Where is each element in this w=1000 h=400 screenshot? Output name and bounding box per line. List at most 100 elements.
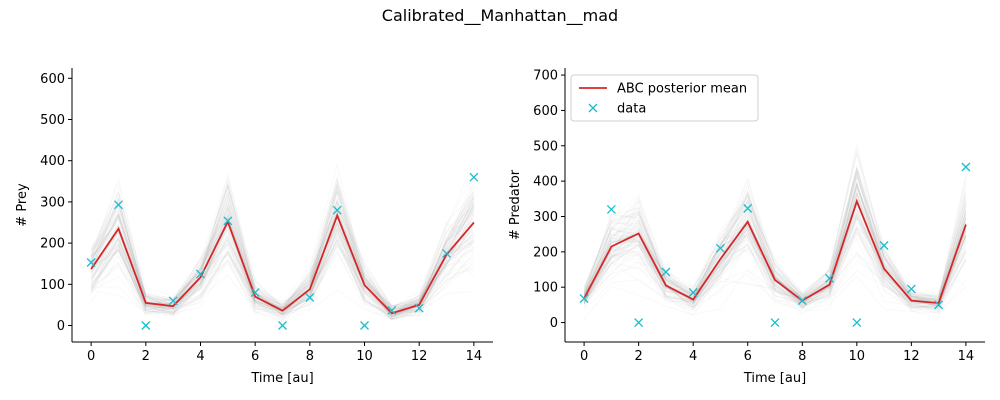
trajectory-line: [583, 203, 967, 309]
panel-2: 0 2 4 6 8 10 12 14 0 100 200 300 400 500 600 700 Time [a…: [508, 68, 985, 386]
trajectory-line: [583, 181, 967, 298]
x-tick-label: 8: [306, 349, 314, 364]
trajectory-line: [583, 196, 967, 307]
trajectory-line: [90, 251, 475, 323]
data-markers: [579, 162, 971, 328]
data-point: [278, 321, 287, 330]
y-tick-label: 0: [550, 316, 558, 331]
posterior-trajectories: [583, 144, 967, 320]
data-point: [196, 269, 205, 279]
trajectory-line: [583, 170, 967, 304]
x-tick-label: 12: [411, 349, 428, 364]
trajectory-line: [583, 168, 967, 304]
trajectory-line: [90, 208, 475, 315]
data-point: [360, 321, 369, 330]
y-tick-label: 0: [57, 319, 65, 334]
trajectory-line: [583, 226, 967, 308]
data-point: [250, 288, 260, 298]
data-point: [387, 305, 397, 315]
data-point: [661, 267, 671, 277]
trajectory-line: [583, 239, 967, 310]
legend-mean-label: ABC posterior mean: [617, 82, 747, 97]
trajectory-line: [90, 175, 475, 313]
y-tick-label: 300: [40, 195, 65, 210]
data-point: [906, 284, 916, 294]
trajectory-line: [583, 175, 967, 304]
trajectory-line: [583, 185, 967, 300]
trajectory-line: [90, 230, 475, 321]
trajectory-line: [583, 216, 967, 306]
trajectory-line: [583, 170, 967, 300]
trajectory-line: [90, 227, 475, 317]
trajectory-line: [583, 268, 967, 320]
data-point: [688, 288, 698, 297]
trajectory-line: [583, 198, 967, 306]
trajectory-line: [91, 236, 475, 322]
trajectory-line: [90, 201, 475, 307]
x-tick-label: 2: [634, 349, 642, 364]
trajectory-line: [583, 201, 967, 312]
data-point: [469, 172, 479, 182]
trajectory-line: [583, 172, 967, 307]
posterior-mean-line: [583, 198, 967, 305]
trajectory-line: [90, 174, 475, 307]
trajectory-line: [583, 214, 967, 308]
trajectory-line: [90, 217, 475, 318]
trajectory-line: [583, 193, 967, 309]
trajectory-line: [90, 174, 475, 308]
data-point: [770, 318, 780, 328]
trajectory-line: [583, 191, 967, 309]
data-markers: [86, 172, 479, 330]
trajectory-line: [90, 178, 475, 308]
trajectory-line: [583, 257, 967, 318]
legend: ABC posterior mean data: [570, 74, 759, 122]
trajectory-line: [90, 232, 475, 317]
trajectory-line: [90, 196, 475, 315]
trajectory-line: [90, 181, 475, 310]
data-point: [825, 273, 835, 283]
y-axis-label: # Prey: [15, 183, 30, 227]
trajectory-line: [90, 199, 475, 307]
x-tick-label: 6: [744, 349, 752, 364]
trajectory-line: [583, 212, 967, 305]
trajectory-line: [90, 197, 475, 310]
y-tick-label: 300: [533, 210, 558, 225]
trajectory-line: [90, 185, 475, 314]
data-point: [86, 258, 96, 267]
data-point: [797, 296, 807, 306]
trajectory-line: [583, 216, 967, 313]
x-axis-label: Time [au]: [743, 371, 806, 386]
trajectory-line: [583, 236, 967, 315]
data-point: [332, 205, 342, 215]
trajectory-line: [583, 164, 967, 301]
data-point: [852, 318, 862, 328]
trajectory-line: [90, 213, 475, 317]
trajectory-line: [583, 166, 967, 303]
figure-title: Calibrated__Manhattan__mad: [381, 6, 619, 25]
trajectory-line: [583, 197, 967, 310]
trajectory-line: [583, 166, 967, 298]
trajectory-line: [583, 203, 967, 305]
legend-data-label: data: [617, 102, 646, 117]
trajectory-line: [583, 242, 967, 317]
trajectory-line: [583, 182, 967, 305]
x-tick-label: 14: [466, 349, 483, 364]
trajectory-line: [90, 182, 475, 313]
trajectory-line: [583, 144, 967, 298]
data-point: [168, 296, 178, 306]
x-tick-label: 0: [580, 349, 588, 364]
trajectory-line: [583, 151, 967, 301]
trajectory-line: [583, 192, 967, 301]
trajectory-line: [583, 183, 967, 302]
trajectory-line: [90, 185, 475, 316]
trajectory-line: [583, 182, 967, 304]
y-tick-label: 200: [40, 237, 65, 252]
x-tick-label: 10: [356, 349, 373, 364]
trajectory-line: [90, 181, 475, 307]
trajectory-line: [90, 203, 475, 317]
trajectory-line: [90, 209, 475, 314]
legend-data-swatch: [588, 103, 598, 113]
trajectory-line: [90, 176, 475, 312]
x-tick-label: 0: [87, 349, 95, 364]
